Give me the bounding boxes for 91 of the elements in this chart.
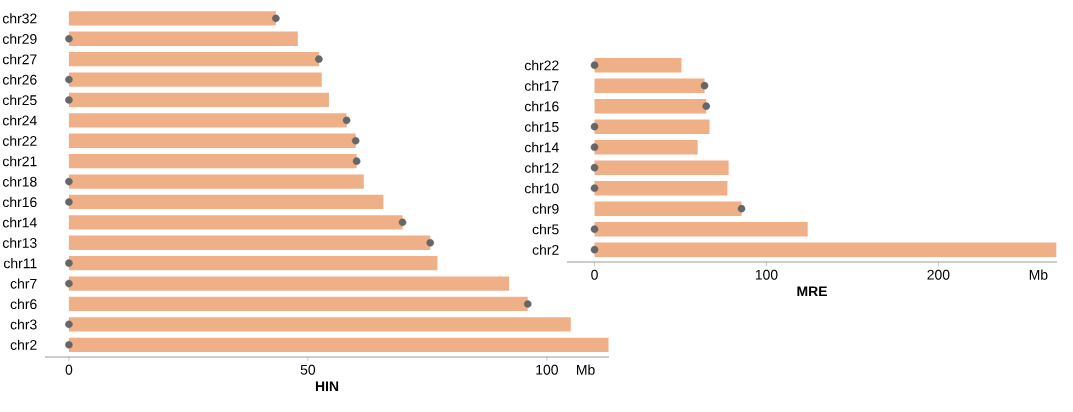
x-tick-label: 50 xyxy=(300,364,316,375)
y-tick-label: chr29 xyxy=(2,33,37,44)
y-tick-label: chr17 xyxy=(524,80,559,91)
bar xyxy=(68,215,403,230)
y-tick-label: chr6 xyxy=(10,298,37,310)
point xyxy=(700,81,709,90)
point xyxy=(590,245,599,254)
bar xyxy=(594,242,1057,257)
y-tick-label: chr11 xyxy=(3,258,37,269)
point xyxy=(65,340,73,349)
bar xyxy=(68,174,364,189)
bar xyxy=(594,99,707,114)
bar xyxy=(594,78,705,93)
y-tick-label: chr2 xyxy=(10,339,37,350)
y-tick-label: chr25 xyxy=(2,94,37,106)
bar xyxy=(594,201,742,216)
bar xyxy=(594,119,710,134)
bar xyxy=(68,11,276,26)
bar xyxy=(68,337,609,352)
y-tick-label: chr16 xyxy=(2,196,37,208)
point xyxy=(65,96,73,104)
point xyxy=(65,34,73,43)
bar xyxy=(68,235,431,250)
text: Mb xyxy=(577,364,595,375)
bar xyxy=(594,58,682,73)
x-tick-label: 0 xyxy=(65,364,73,375)
y-tick-label: chr22 xyxy=(2,135,37,146)
point xyxy=(65,177,73,186)
point xyxy=(352,157,361,165)
point xyxy=(426,238,435,247)
x-axis-title: MRE xyxy=(797,286,827,297)
bar xyxy=(68,256,438,271)
point xyxy=(342,116,351,125)
bar xyxy=(68,113,347,128)
y-tick-label: chr12 xyxy=(524,162,559,173)
point xyxy=(65,75,73,84)
bar xyxy=(594,181,728,196)
point xyxy=(737,204,746,213)
x-tick-label: 0 xyxy=(591,269,598,280)
bar xyxy=(68,72,322,87)
point xyxy=(590,61,599,69)
y-tick-label: chr3 xyxy=(10,319,37,330)
point xyxy=(590,143,599,151)
point xyxy=(65,198,73,206)
point xyxy=(315,55,323,63)
point xyxy=(590,122,599,131)
y-tick-label: chr14 xyxy=(524,142,559,153)
y-tick-label: chr9 xyxy=(532,203,559,214)
x-axis-title: HIN xyxy=(315,381,339,392)
point xyxy=(702,102,711,110)
bar xyxy=(68,296,528,312)
text: Mb xyxy=(1029,269,1048,280)
y-tick-label: chr14 xyxy=(2,217,37,228)
bar xyxy=(68,52,319,67)
y-tick-label: chr2 xyxy=(532,244,559,255)
bar xyxy=(68,317,571,332)
x-tick-label: 100 xyxy=(755,269,778,280)
point xyxy=(590,225,599,233)
point xyxy=(590,163,599,172)
bar xyxy=(68,194,384,210)
y-tick-label: chr15 xyxy=(524,121,559,132)
y-tick-label: chr10 xyxy=(524,183,559,194)
y-tick-label: chr27 xyxy=(2,54,37,65)
y-tick-label: chr24 xyxy=(2,115,37,126)
y-tick-label: chr13 xyxy=(2,237,37,248)
bar xyxy=(594,140,698,155)
bar xyxy=(68,154,357,169)
y-tick-label: chr21 xyxy=(2,156,37,167)
point xyxy=(65,320,73,329)
y-tick-label: chr32 xyxy=(2,13,37,24)
y-tick-label: chr26 xyxy=(2,74,37,85)
y-tick-label: chr22 xyxy=(524,60,559,71)
y-tick-label: chr18 xyxy=(2,176,37,187)
y-tick-label: chr16 xyxy=(524,101,559,112)
point xyxy=(398,218,407,227)
point xyxy=(523,300,532,308)
x-tick-label: 100 xyxy=(536,364,558,375)
bar xyxy=(68,276,510,291)
y-tick-label: chr7 xyxy=(10,278,37,289)
point xyxy=(65,259,73,267)
bar xyxy=(68,31,298,46)
bar xyxy=(594,222,808,237)
bar xyxy=(68,133,356,148)
bar xyxy=(594,160,729,175)
bar xyxy=(68,92,329,108)
point xyxy=(590,184,599,192)
point xyxy=(351,136,360,145)
point xyxy=(65,279,73,288)
point xyxy=(272,14,280,23)
y-tick-label: chr5 xyxy=(532,224,559,235)
x-tick-label: 200 xyxy=(927,269,950,280)
